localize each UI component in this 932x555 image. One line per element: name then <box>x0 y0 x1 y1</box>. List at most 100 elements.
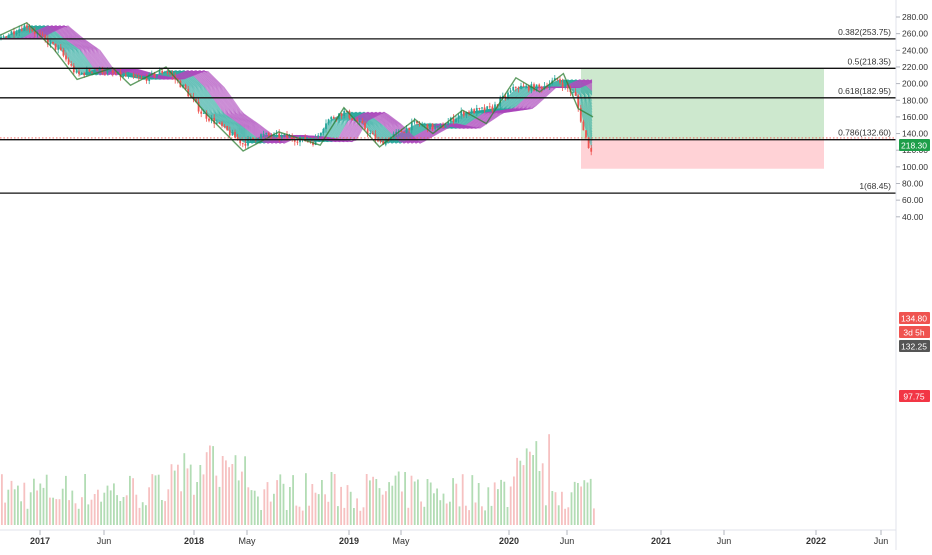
volume-bar <box>541 463 544 525</box>
candle-body <box>130 74 132 76</box>
price-badge <box>899 390 930 402</box>
candle-body <box>561 82 564 88</box>
volume-bar <box>308 505 310 525</box>
volume-bar <box>250 490 253 525</box>
candle-body <box>288 136 291 138</box>
candle-body <box>439 125 442 126</box>
candle-body <box>148 73 151 81</box>
candle-body <box>494 104 496 111</box>
candle-body <box>59 47 62 50</box>
candle-body <box>234 132 236 138</box>
candle-body <box>26 25 28 28</box>
candle-body <box>158 70 161 75</box>
volume-bar <box>436 488 438 525</box>
position-tool[interactable] <box>581 68 824 169</box>
candle-body <box>410 122 413 131</box>
fib-label: 0.5(218.35) <box>848 56 892 66</box>
volume-bar <box>465 505 467 525</box>
candle-body <box>566 84 569 89</box>
candle-body <box>481 107 483 109</box>
candle-body <box>244 143 247 146</box>
candle-body <box>83 73 86 76</box>
target-zone[interactable] <box>581 68 824 139</box>
fib-levels[interactable]: 0.382(253.75) 0.5(218.35) 0.618(182.95) 0.7… <box>0 27 896 194</box>
candle-body <box>590 148 593 152</box>
candle-body <box>325 123 327 129</box>
candle-body <box>507 92 509 98</box>
candle-body <box>447 121 450 126</box>
x-tick-label: May <box>392 536 410 546</box>
volume-bar <box>257 496 259 525</box>
volume-bar <box>289 487 291 525</box>
candle-body <box>0 36 2 39</box>
candle-body <box>23 25 26 31</box>
volume-bar <box>20 501 22 525</box>
candle-body <box>169 72 171 75</box>
volume-bar <box>551 491 554 525</box>
volume-bar <box>247 487 250 525</box>
candle-body <box>468 111 470 114</box>
x-tick-label: May <box>238 536 256 546</box>
candle-body <box>577 95 580 108</box>
candle-body <box>462 111 465 116</box>
volume-bar <box>119 501 122 525</box>
candle-body <box>215 122 218 124</box>
x-tick-label: 2019 <box>339 536 359 546</box>
candle-body <box>283 134 286 136</box>
volume-bar <box>429 482 432 525</box>
volume-bar <box>343 507 346 525</box>
y-tick-label: 260.00 <box>902 29 928 39</box>
volume-bar <box>215 475 218 525</box>
candle-body <box>332 117 335 119</box>
candle-body <box>382 141 385 145</box>
candle-body <box>111 70 114 73</box>
candle-body <box>299 139 301 143</box>
candle-body <box>525 85 528 87</box>
price-axis[interactable]: 280.00 260.00 240.00 220.00 200.00 180.00 160.… <box>895 0 928 550</box>
candle-body <box>400 130 403 133</box>
candle-body <box>49 41 52 45</box>
volume-bar <box>113 483 115 525</box>
candle-body <box>153 72 156 77</box>
candle-body <box>351 118 353 120</box>
candle-body <box>527 85 530 91</box>
volume-bar <box>135 494 138 525</box>
time-axis[interactable]: 2017 Jun 2018 May 2019 May 2020 Jun 2021 Jun 2022 J… <box>0 529 896 546</box>
candle-body <box>161 70 164 74</box>
volume-bar <box>202 474 205 525</box>
volume-bar <box>1 474 3 525</box>
fib-label: 1(68.45) <box>859 181 891 191</box>
stop-zone[interactable] <box>581 138 824 169</box>
volume-bar <box>586 482 589 525</box>
volume-bar <box>228 467 230 525</box>
candle-body <box>208 118 210 121</box>
candle-body <box>88 69 91 72</box>
volume-bar <box>81 497 83 525</box>
volume-bar <box>266 482 269 525</box>
volume-bar <box>404 472 406 525</box>
candle-body <box>106 70 109 74</box>
candle-body <box>70 64 73 66</box>
candle-body <box>340 113 343 116</box>
candle-body <box>202 112 205 114</box>
volume-bar <box>375 479 378 525</box>
candle-body <box>322 128 325 133</box>
volume-bar <box>196 482 198 525</box>
candle-body <box>156 74 158 77</box>
candle-body <box>379 140 382 142</box>
candle-body <box>548 83 551 88</box>
price-badge-label: 132.25 <box>901 342 927 352</box>
volume-bar <box>116 495 118 525</box>
volume-bar <box>36 490 38 525</box>
candle-body <box>28 27 31 30</box>
volume-bar <box>385 491 387 525</box>
candle-body <box>395 131 398 134</box>
volume-bar <box>212 446 214 525</box>
candle-body <box>119 71 122 77</box>
volume-bar <box>285 510 288 525</box>
volume-bar <box>109 490 112 525</box>
volume-bar <box>65 475 67 525</box>
price-badge-label: 3d 5h <box>903 328 925 338</box>
